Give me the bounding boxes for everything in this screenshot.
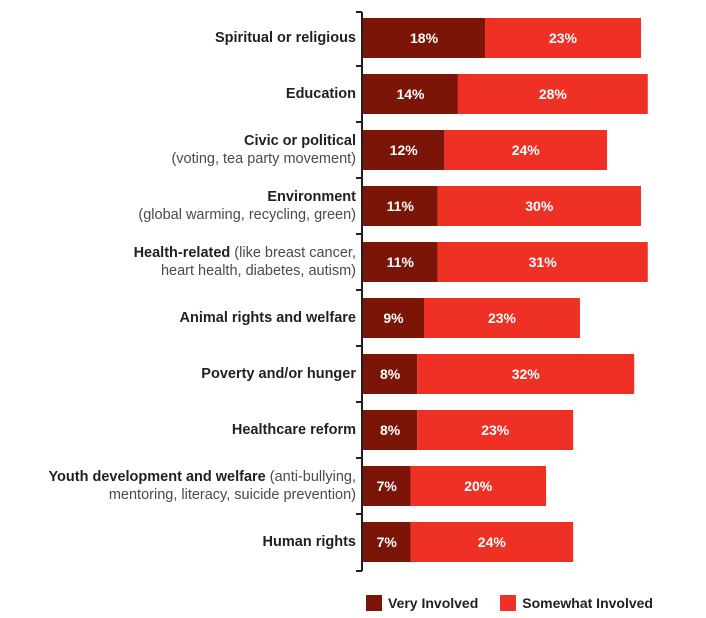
bar-very bbox=[363, 186, 438, 226]
category-label: Animal rights and welfare bbox=[179, 310, 356, 326]
data-label-very: 18% bbox=[410, 30, 439, 46]
category-label: Youth development and welfare (anti-bull… bbox=[48, 469, 356, 503]
data-label-somewhat: 28% bbox=[539, 86, 568, 102]
bar-somewhat bbox=[457, 74, 648, 114]
legend-swatch-very bbox=[366, 595, 382, 611]
data-label-somewhat: 24% bbox=[512, 142, 541, 158]
bar-very bbox=[363, 522, 411, 562]
category-label: Civic or political (voting, tea party mov… bbox=[171, 133, 356, 167]
bar-very bbox=[363, 298, 425, 338]
bar-very bbox=[363, 410, 418, 450]
bar-somewhat bbox=[444, 130, 608, 170]
data-label-somewhat: 23% bbox=[488, 310, 517, 326]
data-label-somewhat: 24% bbox=[478, 534, 507, 550]
data-label-very: 8% bbox=[380, 366, 401, 382]
bar-very bbox=[363, 18, 486, 58]
data-label-very: 11% bbox=[387, 254, 415, 270]
bar-very bbox=[363, 354, 418, 394]
bar-very bbox=[363, 74, 458, 114]
bar-somewhat bbox=[424, 298, 580, 338]
data-label-very: 11% bbox=[387, 198, 415, 214]
data-label-very: 8% bbox=[380, 422, 401, 438]
data-label-very: 14% bbox=[396, 86, 425, 102]
bar-somewhat bbox=[417, 410, 574, 450]
legend: Very Involved Somewhat Involved bbox=[366, 595, 675, 611]
bar-somewhat bbox=[437, 186, 641, 226]
category-label: Health-related (like breast cancer, heart… bbox=[133, 245, 356, 279]
data-label-very: 7% bbox=[377, 534, 398, 550]
bar-somewhat bbox=[437, 242, 648, 282]
category-label: Spiritual or religious bbox=[215, 30, 356, 46]
bar-somewhat bbox=[417, 354, 635, 394]
bar-somewhat bbox=[410, 522, 574, 562]
data-label-somewhat: 23% bbox=[549, 30, 578, 46]
bar-very bbox=[363, 466, 411, 506]
data-label-somewhat: 31% bbox=[529, 254, 558, 270]
bar-somewhat bbox=[410, 466, 547, 506]
data-label-somewhat: 32% bbox=[512, 366, 541, 382]
data-label-very: 12% bbox=[390, 142, 419, 158]
bar-somewhat bbox=[485, 18, 641, 58]
legend-swatch-somewhat bbox=[500, 595, 517, 611]
legend-label-somewhat: Somewhat Involved bbox=[522, 595, 653, 611]
data-label-somewhat: 23% bbox=[481, 422, 510, 438]
category-label: Poverty and/or hunger bbox=[201, 366, 356, 382]
bar-very bbox=[363, 242, 438, 282]
category-label: Human rights bbox=[262, 534, 356, 550]
legend-item-very: Very Involved bbox=[366, 595, 478, 611]
legend-label-very: Very Involved bbox=[388, 595, 479, 611]
legend-item-somewhat: Somewhat Involved bbox=[500, 595, 653, 611]
category-label: Education bbox=[285, 86, 356, 102]
data-label-somewhat: 30% bbox=[525, 198, 554, 214]
data-label-somewhat: 20% bbox=[464, 478, 493, 494]
data-label-very: 7% bbox=[377, 478, 398, 494]
category-label: Environment (global warming, recycling, g… bbox=[138, 189, 356, 223]
bar-very bbox=[363, 130, 445, 170]
data-label-very: 9% bbox=[383, 310, 404, 326]
category-label: Healthcare reform bbox=[231, 422, 356, 438]
